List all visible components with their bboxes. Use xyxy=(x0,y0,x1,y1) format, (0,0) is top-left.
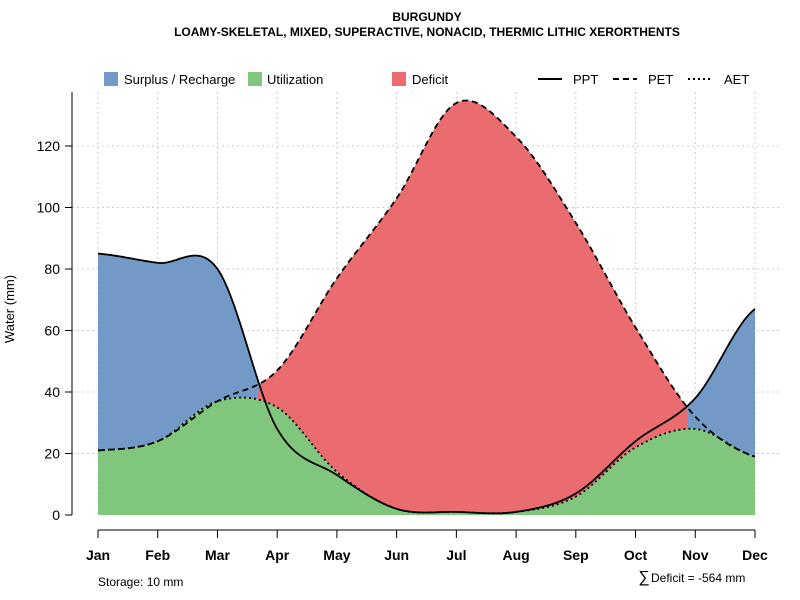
x-tick-label: Aug xyxy=(502,547,529,563)
legend-label-pet: PET xyxy=(648,72,673,87)
x-tick-label: Nov xyxy=(682,547,709,563)
x-tick-label: May xyxy=(323,547,350,563)
legend-label-aet: AET xyxy=(724,72,749,87)
ppt-line xyxy=(97,252,756,515)
x-tick-label: Jun xyxy=(384,547,409,563)
chart-title: BURGUNDY xyxy=(392,10,461,24)
x-tick-label: Jul xyxy=(446,547,466,563)
legend-label-surplus: Surplus / Recharge xyxy=(124,72,235,87)
x-tick-label: Oct xyxy=(624,547,648,563)
x-tick-label: Sep xyxy=(563,547,589,563)
y-tick-label: 60 xyxy=(44,323,60,339)
deficit-sum-symbol: ∑ xyxy=(638,569,649,586)
y-tick-label: 0 xyxy=(52,507,60,523)
storage-annotation: Storage: 10 mm xyxy=(98,575,183,589)
legend: Surplus / Recharge Utilization Deficit P… xyxy=(104,72,749,87)
deficit-annotation: Deficit = -564 mm xyxy=(651,571,745,585)
x-tick-label: Dec xyxy=(742,547,768,563)
y-axis-label: Water (mm) xyxy=(2,275,17,343)
chart-subtitle: LOAMY-SKELETAL, MIXED, SUPERACTIVE, NONA… xyxy=(174,25,680,39)
utilization-area xyxy=(98,397,755,515)
x-tick-label: Mar xyxy=(205,547,230,563)
legend-label-deficit: Deficit xyxy=(412,72,449,87)
series-lines xyxy=(97,99,756,515)
x-tick-label: Apr xyxy=(265,547,290,563)
y-tick-label: 80 xyxy=(44,261,60,277)
pet-line xyxy=(97,99,756,458)
y-tick-label: 120 xyxy=(37,138,61,154)
x-tick-label: Jan xyxy=(86,547,110,563)
legend-label-ppt: PPT xyxy=(573,72,598,87)
legend-label-utilization: Utilization xyxy=(267,72,323,87)
legend-swatch-surplus xyxy=(104,72,118,86)
legend-swatch-utilization xyxy=(248,72,262,86)
y-tick-label: 100 xyxy=(37,200,61,216)
legend-swatch-deficit xyxy=(392,72,406,86)
x-tick-label: Feb xyxy=(145,547,170,563)
area-fills xyxy=(98,100,755,515)
y-tick-label: 40 xyxy=(44,384,60,400)
deficit-area xyxy=(98,100,755,514)
y-tick-label: 20 xyxy=(44,446,60,462)
axes: 0 20 40 60 80 100 120 Jan Feb Mar Apr May Jun Jul Aug S… xyxy=(37,92,768,563)
